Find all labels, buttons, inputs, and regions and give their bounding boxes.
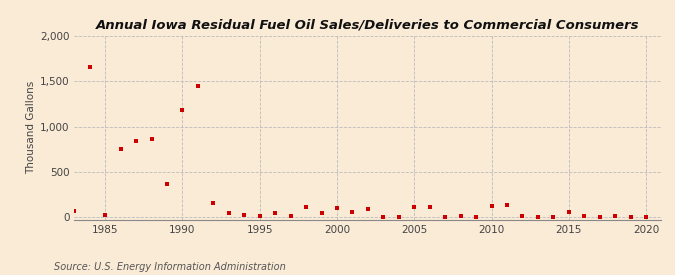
Point <box>131 139 142 143</box>
Point <box>161 182 172 186</box>
Point <box>439 214 450 219</box>
Point <box>223 211 234 215</box>
Point <box>625 214 636 219</box>
Point <box>300 205 311 209</box>
Point <box>394 214 404 219</box>
Point <box>286 214 296 219</box>
Point <box>610 214 620 219</box>
Point <box>177 108 188 112</box>
Point <box>84 65 95 69</box>
Point <box>425 205 435 210</box>
Point <box>115 147 126 151</box>
Point <box>100 212 111 217</box>
Point <box>254 214 265 218</box>
Point <box>533 214 543 219</box>
Point <box>409 205 420 210</box>
Point <box>208 201 219 205</box>
Point <box>239 213 250 218</box>
Point <box>362 207 373 211</box>
Point <box>347 210 358 214</box>
Point <box>641 214 651 219</box>
Text: Source: U.S. Energy Information Administration: Source: U.S. Energy Information Administ… <box>54 262 286 272</box>
Point <box>579 214 590 219</box>
Point <box>455 214 466 218</box>
Point <box>316 211 327 215</box>
Point <box>146 137 157 141</box>
Point <box>594 214 605 219</box>
Y-axis label: Thousand Gallons: Thousand Gallons <box>26 81 36 175</box>
Point <box>270 211 281 215</box>
Point <box>564 210 574 214</box>
Point <box>69 209 80 213</box>
Point <box>331 205 342 210</box>
Point <box>502 203 512 208</box>
Point <box>470 214 481 219</box>
Point <box>486 204 497 208</box>
Title: Annual Iowa Residual Fuel Oil Sales/Deliveries to Commercial Consumers: Annual Iowa Residual Fuel Oil Sales/Deli… <box>96 19 640 32</box>
Point <box>517 214 528 219</box>
Point <box>192 84 203 88</box>
Point <box>548 214 559 219</box>
Point <box>378 214 389 219</box>
